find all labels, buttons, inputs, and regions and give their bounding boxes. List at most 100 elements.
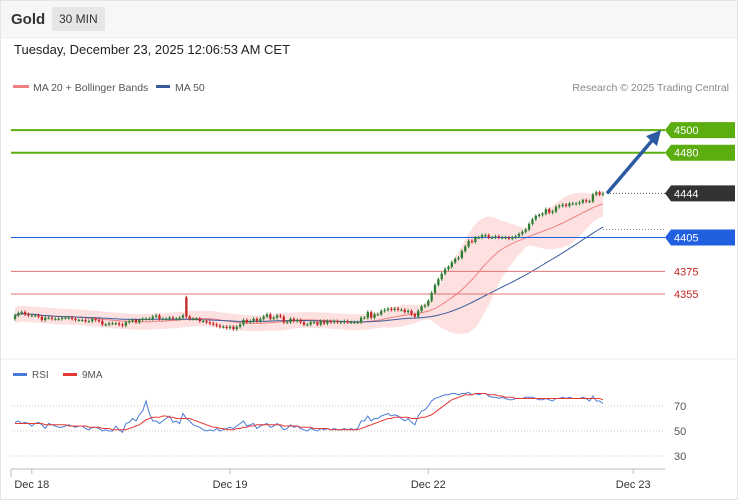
candle-body [74, 318, 77, 320]
candle-body [339, 322, 343, 324]
candle-body [363, 317, 366, 319]
candle-body [94, 318, 97, 320]
candle-body [548, 209, 551, 213]
candle-body [37, 315, 40, 317]
candle-body [279, 315, 282, 317]
candle-body [322, 321, 326, 324]
candle-body [218, 325, 222, 327]
candle-body [474, 237, 477, 242]
candle-body [467, 240, 470, 247]
candle-body [527, 223, 531, 230]
candle-body [255, 318, 259, 322]
rsi-pane: 70 50 30 [11, 391, 686, 463]
candle-body [447, 266, 450, 270]
timeframe-button[interactable]: 30 MIN [52, 7, 105, 31]
candle-body [161, 318, 165, 320]
candle-body [242, 320, 245, 325]
candle-body [87, 321, 91, 323]
candle-body [114, 323, 117, 325]
candle-body [561, 204, 564, 206]
candle-body [353, 322, 356, 324]
candle-body [581, 200, 585, 203]
target-tag-4480 [665, 144, 735, 161]
candle-body [262, 316, 265, 319]
candle-body [205, 321, 208, 323]
candle-body [20, 312, 23, 314]
candle-body [77, 320, 81, 321]
candle-body [44, 317, 47, 320]
forecast-arrow-line [605, 135, 657, 195]
candle-body [329, 321, 333, 323]
candle-body [490, 237, 494, 239]
candle-body [306, 324, 309, 326]
candle-body [40, 316, 44, 320]
ma50-legend-swatch [156, 85, 170, 88]
candle-body [158, 315, 161, 319]
candle-body [201, 321, 205, 323]
candle-body [54, 318, 57, 320]
candle-body [554, 206, 558, 212]
candle-body [343, 321, 346, 323]
rsi-tick-70: 70 [674, 401, 686, 413]
candle-body [524, 229, 527, 232]
candle-body [238, 324, 242, 327]
candle-body [333, 321, 336, 323]
candle-body [148, 318, 151, 320]
last-price-tag [665, 185, 735, 202]
candle-body [181, 315, 185, 318]
bollinger-band-area [15, 190, 603, 334]
support-tag-4405 [665, 229, 735, 246]
price-levels: 4500 4480 4444 4405 4375 4355 [11, 122, 735, 301]
candle-body [487, 235, 490, 238]
candle-body [443, 269, 447, 274]
candle-body [417, 310, 420, 317]
candle-body [480, 235, 484, 238]
candle-body [309, 322, 312, 325]
candle-body [440, 273, 443, 280]
candle-body [390, 308, 393, 310]
candle-body [232, 326, 235, 330]
x-tick-label: Dec 22 [411, 479, 446, 491]
ma20-legend-label: MA 20 + Bollinger Bands [33, 82, 148, 94]
rsi-ma-legend-swatch [63, 373, 77, 376]
candle-body [138, 320, 141, 323]
resistance-label-4375: 4375 [674, 266, 698, 278]
candle-body [403, 309, 406, 313]
target-label-4500: 4500 [674, 125, 698, 137]
candle-body [507, 237, 511, 239]
candle-body [134, 320, 138, 323]
candle-body [235, 326, 238, 330]
candle-body [393, 308, 396, 310]
candle-body [457, 257, 460, 259]
credit-label: Research © 2025 Trading Central [572, 82, 729, 94]
candle-body [588, 201, 591, 203]
candle-body [578, 202, 581, 204]
candle-body [359, 317, 363, 323]
resistance-label-4355: 4355 [674, 289, 698, 301]
candle-body [564, 204, 568, 206]
candle-body [292, 318, 296, 322]
candle-body [275, 315, 279, 318]
candle-body [212, 323, 215, 325]
candle-body [460, 251, 464, 258]
x-tick-label: Dec 18 [14, 479, 49, 491]
bollinger-band [15, 190, 603, 334]
candle-body [494, 236, 497, 238]
candle-body [215, 324, 218, 326]
candle-body [511, 237, 514, 239]
candle-body [81, 320, 84, 321]
rsi-legend-swatch [13, 373, 27, 376]
candle-body [50, 317, 54, 319]
candle-body [168, 317, 171, 319]
candle-body [198, 318, 201, 322]
candle-body [124, 322, 128, 326]
candle-body [319, 321, 322, 325]
candle-body [101, 321, 104, 325]
candle-body [107, 323, 111, 325]
candle-body [531, 219, 534, 224]
candle-body [195, 318, 198, 320]
candle-body [128, 321, 131, 323]
support-label-4405: 4405 [674, 232, 698, 244]
